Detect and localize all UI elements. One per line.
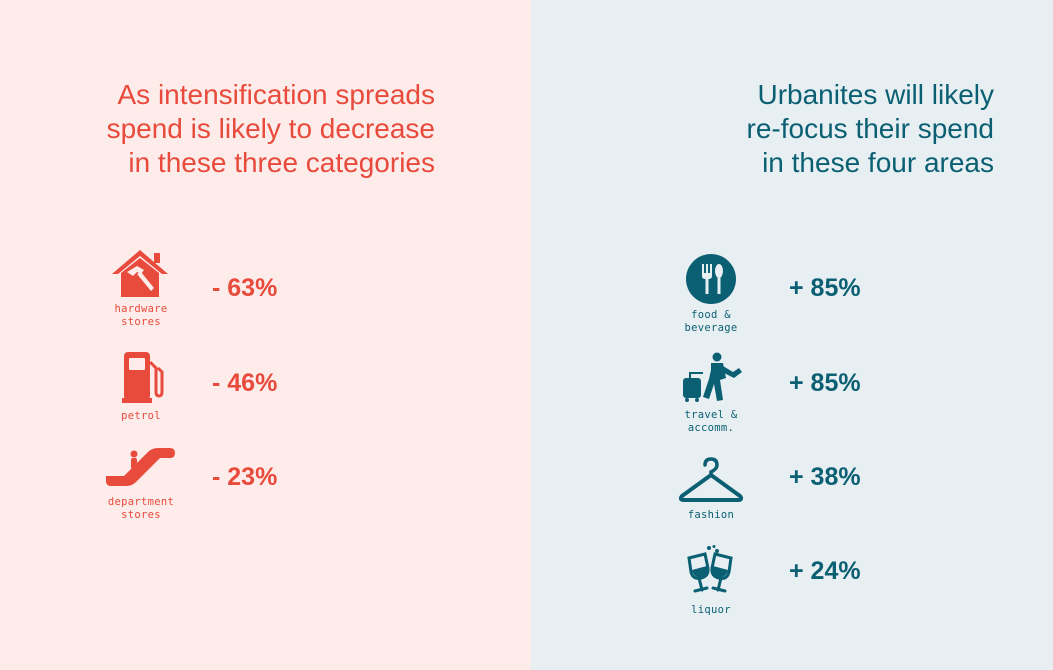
traveller-suitcase-icon	[679, 352, 745, 402]
coat-hanger-icon	[678, 456, 744, 504]
caption-department-stores: department stores	[107, 496, 175, 521]
value-petrol: - 46%	[212, 369, 278, 397]
escalator-icon	[104, 442, 176, 492]
value-food-beverage: + 85%	[789, 274, 861, 302]
value-liquor: + 24%	[789, 557, 861, 585]
decrease-panel: As intensification spreads spend is like…	[0, 0, 531, 670]
caption-hardware-stores: hardware stores	[114, 303, 168, 328]
caption-liquor: liquor	[691, 604, 731, 616]
value-fashion: + 38%	[789, 463, 861, 491]
caption-travel-accomm: travel & accomm.	[684, 409, 738, 434]
decrease-heading: As intensification spreads spend is like…	[106, 79, 435, 178]
value-department-stores: - 23%	[212, 463, 278, 491]
caption-food-beverage: food & beverage	[684, 309, 738, 334]
fork-spoon-icon	[686, 254, 736, 304]
value-travel-accomm: + 85%	[789, 369, 861, 397]
fuel-pump-icon	[122, 350, 164, 404]
house-hammer-icon	[110, 248, 170, 298]
caption-petrol: petrol	[121, 410, 161, 422]
wine-glasses-icon	[685, 544, 739, 596]
caption-fashion: fashion	[687, 509, 735, 521]
increase-heading: Urbanites will likely re-focus their spe…	[746, 79, 994, 178]
increase-panel: Urbanites will likely re-focus their spe…	[531, 0, 1053, 670]
value-hardware-stores: - 63%	[212, 274, 278, 302]
